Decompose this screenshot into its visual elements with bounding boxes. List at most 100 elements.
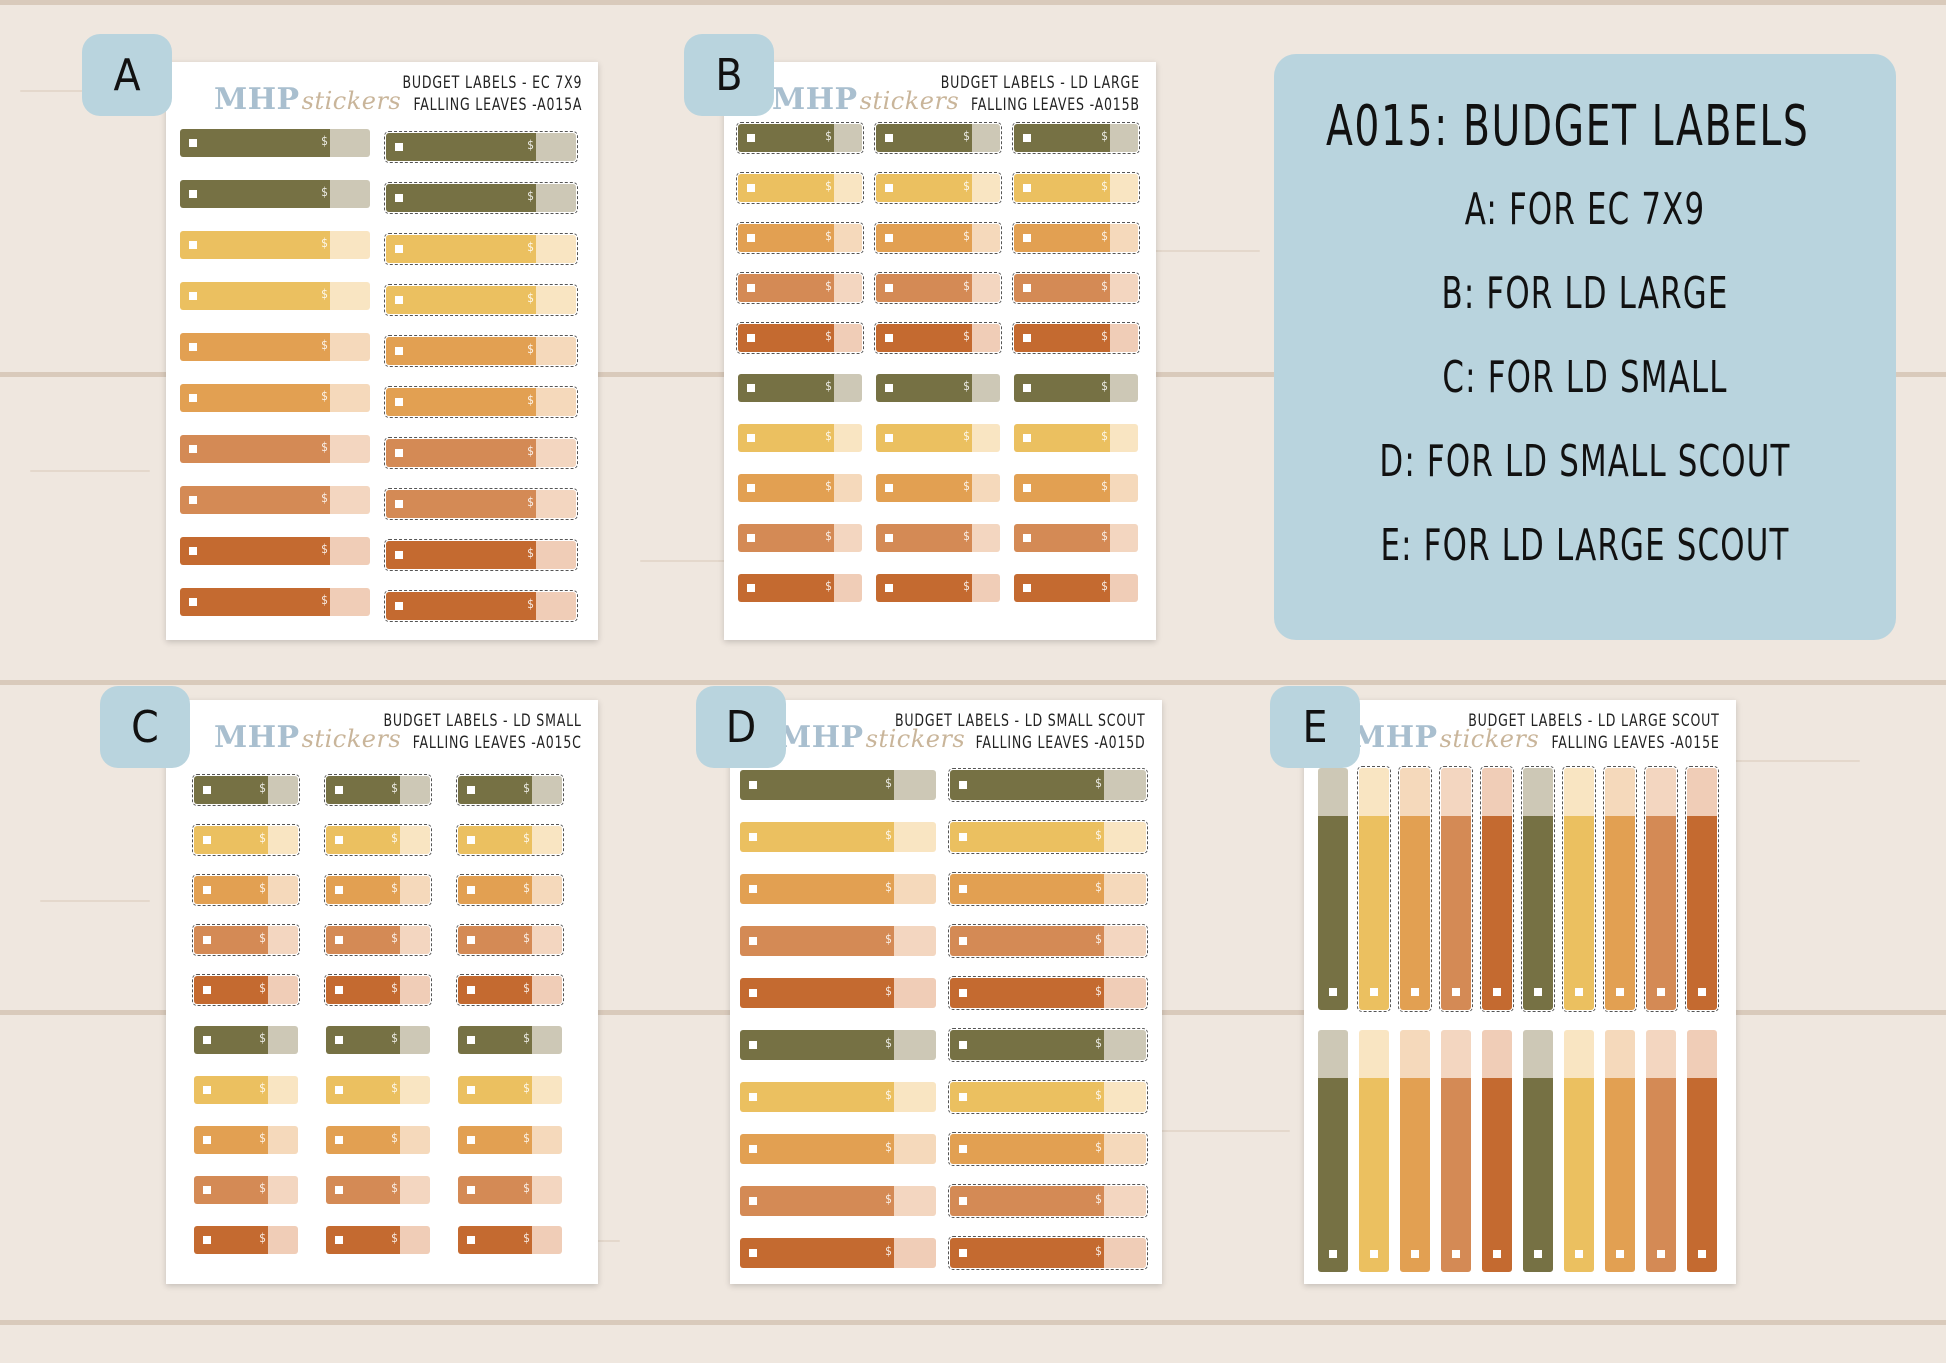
budget-label-sticker: $ (194, 1076, 298, 1104)
label-tab (268, 926, 298, 954)
label-tab (1441, 768, 1471, 816)
sheet-badge-a: A (82, 34, 172, 116)
label-body (1400, 816, 1430, 1010)
budget-label-sticker: $ (384, 488, 578, 520)
budget-label-sticker: $ (736, 272, 864, 304)
label-tab (1104, 926, 1146, 956)
budget-label-sticker: $ (326, 1176, 430, 1204)
budget-label-sticker: $ (1012, 272, 1140, 304)
dollar-icon: $ (259, 831, 266, 845)
checkbox-square-icon (747, 234, 755, 242)
label-tab (536, 337, 576, 365)
checkbox-square-icon (1023, 534, 1031, 542)
budget-label-sticker: $ (948, 976, 1148, 1010)
budget-label-sticker: $ (180, 129, 370, 157)
checkbox-square-icon (885, 284, 893, 292)
label-tab (532, 1226, 562, 1254)
checkbox-square-icon (203, 986, 211, 994)
info-panel: A015: BUDGET LABELS A: FOR EC 7X9 B: FOR… (1274, 54, 1896, 640)
checkbox-square-icon (395, 500, 403, 508)
budget-label-sticker (1644, 766, 1678, 1012)
dollar-icon: $ (963, 479, 970, 493)
label-tab (268, 1176, 298, 1204)
label-body (740, 770, 894, 800)
dollar-icon: $ (1101, 229, 1108, 243)
dollar-icon: $ (321, 185, 328, 199)
dollar-icon: $ (259, 981, 266, 995)
label-tab (1104, 1082, 1146, 1112)
label-tab (330, 282, 370, 310)
label-tab (894, 1030, 936, 1060)
label-tab (400, 1176, 430, 1204)
label-tab (268, 976, 298, 1004)
label-body (950, 1186, 1104, 1216)
label-body (950, 1030, 1104, 1060)
budget-label-sticker: $ (180, 333, 370, 361)
checkbox-square-icon (395, 194, 403, 202)
dollar-icon: $ (885, 1140, 892, 1154)
budget-label-sticker: $ (948, 1080, 1148, 1114)
checkbox-square-icon (1023, 134, 1031, 142)
budget-label-sticker: $ (384, 437, 578, 469)
label-tab (1359, 768, 1389, 816)
dollar-icon: $ (527, 138, 534, 152)
brand-logo: MHPstickers (772, 82, 960, 117)
checkbox-square-icon (335, 936, 343, 944)
budget-label-sticker: $ (326, 1076, 430, 1104)
label-tab (532, 1126, 562, 1154)
dollar-icon: $ (1101, 529, 1108, 543)
sheet-title: BUDGET LABELS - EC 7X9 FALLING LEAVES -A0… (402, 73, 582, 115)
label-tab (536, 133, 576, 161)
dollar-icon: $ (1101, 429, 1108, 443)
wood-grain (1060, 250, 1260, 252)
label-tab (1110, 124, 1138, 152)
label-tab (532, 1026, 562, 1054)
checkbox-square-icon (203, 886, 211, 894)
checkbox-square-icon (189, 241, 197, 249)
budget-label-sticker: $ (384, 284, 578, 316)
label-tab (400, 926, 430, 954)
checkbox-square-icon (959, 1145, 967, 1153)
dollar-icon: $ (963, 329, 970, 343)
budget-label-sticker: $ (876, 524, 1000, 552)
dollar-icon: $ (885, 1088, 892, 1102)
dollar-icon: $ (825, 379, 832, 393)
plank-seam (0, 680, 1946, 685)
label-body (1482, 1078, 1512, 1272)
dollar-icon: $ (321, 338, 328, 352)
label-body (1564, 816, 1594, 1010)
label-body (1523, 816, 1553, 1010)
dollar-icon: $ (825, 129, 832, 143)
label-tab (536, 439, 576, 467)
checkbox-square-icon (335, 1186, 343, 1194)
checkbox-square-icon (1023, 434, 1031, 442)
label-tab (834, 474, 862, 502)
budget-label-sticker: $ (192, 774, 300, 806)
label-tab (330, 384, 370, 412)
dollar-icon: $ (391, 1081, 398, 1095)
budget-label-sticker: $ (1012, 322, 1140, 354)
label-tab (894, 1238, 936, 1268)
dollar-icon: $ (1095, 880, 1102, 894)
dollar-icon: $ (1095, 1036, 1102, 1050)
label-tab (536, 235, 576, 263)
label-tab (532, 1176, 562, 1204)
checkbox-square-icon (467, 836, 475, 844)
label-tab (1110, 424, 1138, 452)
info-line-c: C: FOR LD SMALL (1442, 352, 1728, 403)
dollar-icon: $ (321, 593, 328, 607)
checkbox-square-icon (885, 534, 893, 542)
dollar-icon: $ (527, 189, 534, 203)
dollar-icon: $ (1101, 279, 1108, 293)
checkbox-square-icon (749, 1093, 757, 1101)
dollar-icon: $ (523, 1081, 530, 1095)
budget-label-sticker: $ (740, 978, 936, 1008)
budget-label-sticker (1564, 1030, 1594, 1272)
wood-grain (1150, 1130, 1290, 1132)
label-tab (834, 124, 862, 152)
dollar-icon: $ (527, 393, 534, 407)
sheet-title: BUDGET LABELS - LD LARGE SCOUT FALLING LE… (1468, 711, 1720, 753)
dollar-icon: $ (321, 389, 328, 403)
label-body (180, 231, 330, 259)
label-body (950, 1238, 1104, 1268)
